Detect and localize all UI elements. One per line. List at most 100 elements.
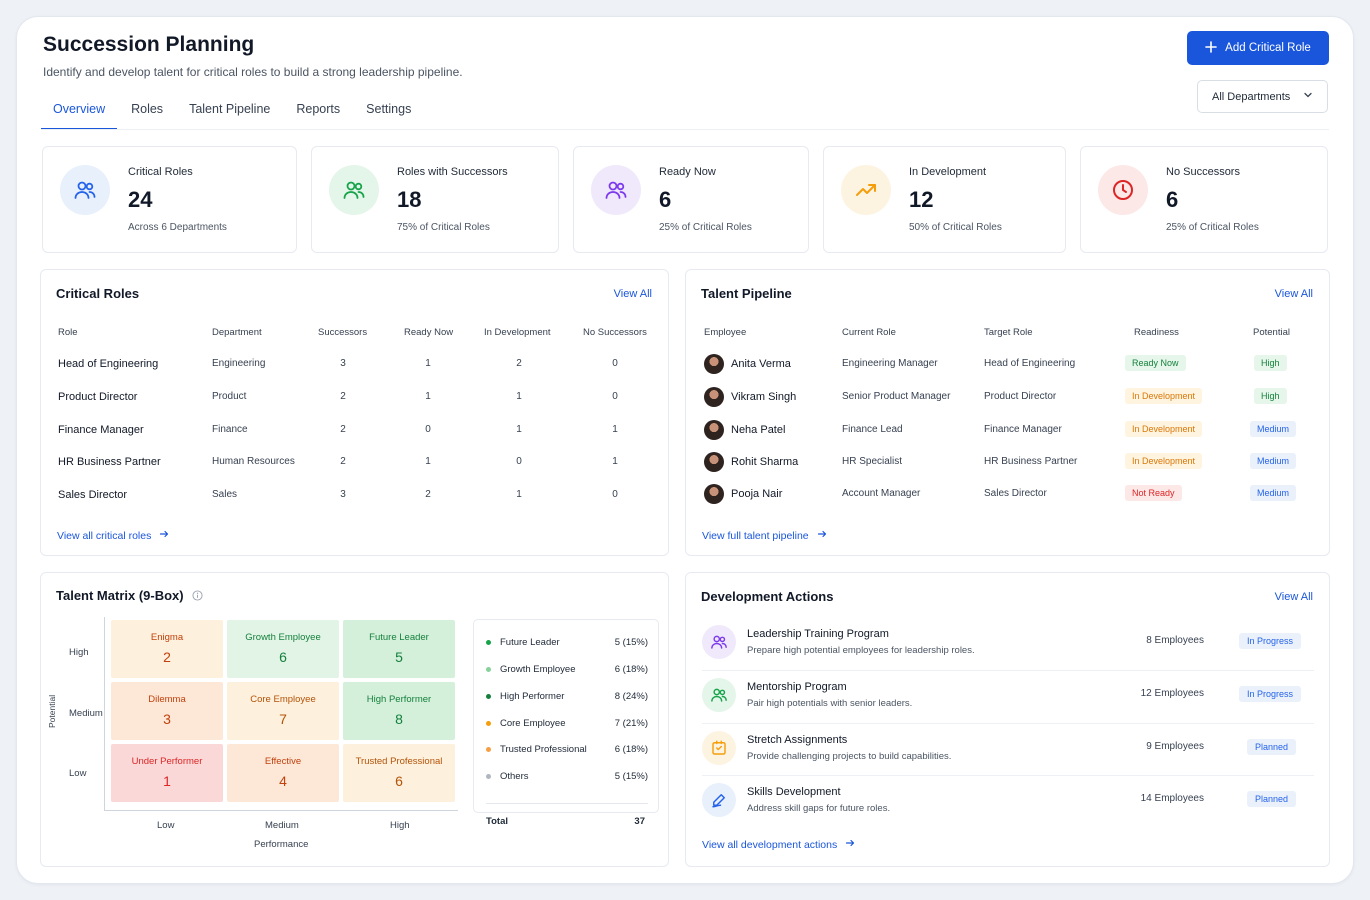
talent-matrix-title-text: Talent Matrix (9-Box)	[56, 588, 184, 603]
list-item[interactable]: Stretch Assignments Provide challenging …	[702, 725, 1314, 777]
stat-value: 12	[909, 187, 934, 212]
no-successors-count: 1	[612, 456, 618, 467]
info-icon[interactable]	[192, 589, 203, 604]
tab-reports[interactable]: Reports	[296, 102, 341, 116]
chevron-down-icon	[1303, 90, 1313, 103]
successors-count: 2	[340, 391, 346, 402]
status-badge: Planned	[1247, 791, 1297, 807]
legend-dot	[486, 720, 491, 726]
tabs-divider	[41, 129, 1329, 130]
target-role: Head of Engineering	[984, 358, 1076, 369]
action-employee-count: 14 Employees	[1140, 793, 1204, 804]
nine-box-cell[interactable]: Dilemma 3	[111, 682, 223, 740]
legend-dot	[486, 693, 491, 699]
list-divider	[702, 670, 1314, 671]
current-role: Engineering Manager	[842, 358, 938, 369]
stat-value: 24	[128, 187, 153, 212]
role-name: Finance Manager	[58, 424, 144, 436]
stat-subtext: 75% of Critical Roles	[397, 222, 490, 233]
users-icon	[329, 165, 379, 215]
legend-dot	[486, 666, 491, 672]
readiness-badge: Ready Now	[1125, 355, 1186, 371]
x-label-high: High	[390, 820, 410, 831]
nine-box-cell[interactable]: Effective 4	[227, 744, 339, 802]
users-icon	[702, 678, 736, 712]
nine-box-cell[interactable]: Core Employee 7	[227, 682, 339, 740]
view-all-development-actions-link[interactable]: View all development actions	[702, 838, 855, 851]
status-badge: In Progress	[1239, 686, 1302, 702]
legend-value: 6 (18%)	[614, 664, 648, 675]
target-role: Finance Manager	[984, 424, 1062, 435]
x-axis-title: Performance	[254, 839, 309, 850]
potential-badge: Medium	[1250, 485, 1297, 501]
avatar	[704, 452, 724, 472]
nine-box-cell[interactable]: Under Performer 1	[111, 744, 223, 802]
action-description: Prepare high potential employees for lea…	[747, 645, 975, 656]
no-successors-count: 0	[612, 358, 618, 369]
column-header-target-role: Target Role	[984, 327, 1033, 338]
tab-roles[interactable]: Roles	[131, 102, 164, 116]
development-actions-panel: Development Actions View All Leadership …	[685, 572, 1330, 867]
app-window: Succession Planning Identify and develop…	[16, 16, 1354, 884]
tab-overview[interactable]: Overview	[41, 101, 118, 130]
box-count: 1	[163, 773, 171, 789]
ready-now-count: 1	[425, 456, 431, 467]
role-department: Finance	[212, 424, 248, 435]
tab-talent-pipeline[interactable]: Talent Pipeline	[189, 102, 271, 116]
nine-box-cell[interactable]: High Performer 8	[343, 682, 455, 740]
list-divider	[702, 775, 1314, 776]
target-role: Product Director	[984, 391, 1057, 402]
legend-item: Others 5 (15%)	[486, 771, 648, 782]
stat-subtext: Across 6 Departments	[128, 222, 227, 233]
view-all-critical-roles-link[interactable]: View all critical roles	[57, 529, 169, 542]
ready-now-count: 1	[425, 391, 431, 402]
potential-badge: Medium	[1250, 453, 1297, 469]
development-actions-view-all-link[interactable]: View All	[1274, 591, 1313, 603]
add-critical-role-label: Add Critical Role	[1225, 42, 1311, 54]
role-name: Sales Director	[58, 489, 128, 501]
critical-roles-title: Critical Roles	[56, 286, 140, 301]
box-label: Trusted Professional	[355, 756, 443, 767]
target-role: HR Business Partner	[984, 456, 1078, 467]
critical-roles-view-all-link[interactable]: View All	[613, 288, 652, 300]
legend-label: High Performer	[500, 691, 565, 702]
legend-value: 6 (18%)	[614, 744, 648, 755]
nine-box-cell[interactable]: Future Leader 5	[343, 620, 455, 678]
column-header-successors: Successors	[318, 327, 368, 338]
box-count: 6	[279, 649, 287, 665]
nine-box-cell[interactable]: Trusted Professional 6	[343, 744, 455, 802]
in-development-count: 2	[516, 358, 522, 369]
users-icon	[702, 625, 736, 659]
critical-roles-panel: Critical Roles View All Role Department …	[40, 269, 669, 556]
tab-settings[interactable]: Settings	[366, 102, 412, 116]
nine-box-cell[interactable]: Enigma 2	[111, 620, 223, 678]
nine-box-cell[interactable]: Growth Employee 6	[227, 620, 339, 678]
successors-count: 2	[340, 456, 346, 467]
legend-value: 5 (15%)	[614, 771, 648, 782]
stat-subtext: 25% of Critical Roles	[659, 222, 752, 233]
stat-label: No Successors	[1166, 166, 1240, 178]
column-header-department: Department	[212, 327, 262, 338]
department-select[interactable]: All Departments	[1197, 80, 1328, 113]
view-full-talent-pipeline-link[interactable]: View full talent pipeline	[702, 529, 827, 542]
legend-dot	[486, 773, 491, 779]
list-item[interactable]: Leadership Training Program Prepare high…	[702, 619, 1314, 671]
stat-label: Critical Roles	[128, 166, 193, 178]
view-all-critical-roles-label: View all critical roles	[57, 529, 152, 542]
legend-label: Future Leader	[500, 637, 560, 648]
page-subtitle: Identify and develop talent for critical…	[43, 65, 463, 79]
column-header-employee: Employee	[704, 327, 747, 338]
legend-item: Future Leader 5 (15%)	[486, 637, 648, 648]
legend-dot	[486, 746, 491, 752]
legend-label: Others	[500, 771, 529, 782]
talent-pipeline-view-all-link[interactable]: View All	[1274, 288, 1313, 300]
avatar	[704, 484, 724, 504]
list-item[interactable]: Skills Development Address skill gaps fo…	[702, 777, 1314, 829]
box-label: Dilemma	[148, 694, 186, 705]
nine-box-legend: Future Leader 5 (15%) Growth Employee 6 …	[473, 619, 659, 827]
box-count: 5	[395, 649, 403, 665]
list-item[interactable]: Mentorship Program Pair high potentials …	[702, 672, 1314, 724]
stat-card-no-successors: No Successors 6 25% of Critical Roles	[1080, 146, 1328, 253]
employee-name: Rohit Sharma	[731, 456, 799, 468]
add-critical-role-button[interactable]: Add Critical Role	[1187, 31, 1329, 65]
